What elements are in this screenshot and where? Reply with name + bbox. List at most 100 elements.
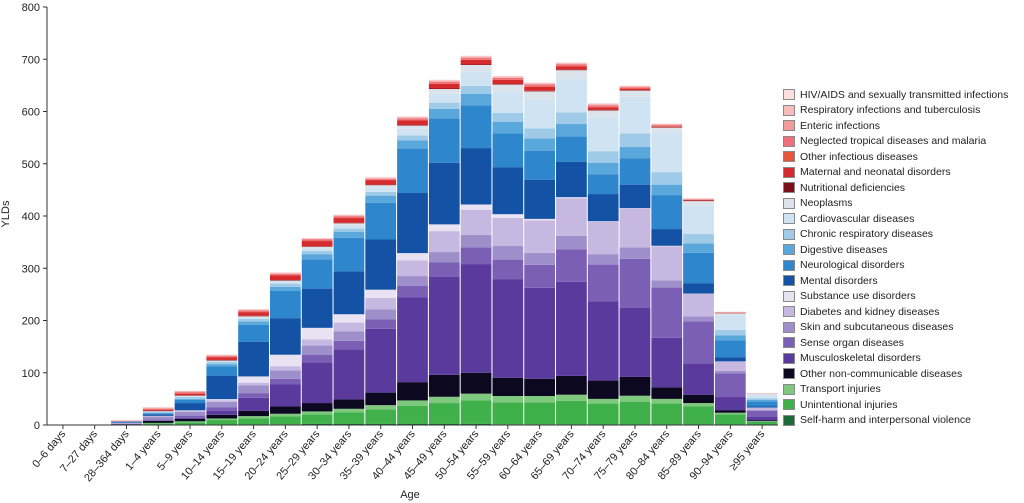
legend-item: Diabetes and kidney diseases [783, 304, 1023, 320]
legend-item: Other non-communicable diseases [783, 366, 1023, 382]
bar-segment [333, 218, 365, 223]
bar-segment [301, 240, 333, 242]
legend-swatch [783, 352, 795, 364]
bar-segment [651, 337, 683, 388]
bar-segment [269, 274, 301, 276]
bar-segment [301, 246, 333, 247]
bar-segment [524, 86, 556, 87]
bar-segment [428, 374, 460, 397]
bar-segment [174, 422, 206, 425]
bar-segment [238, 311, 269, 313]
bar-segment [333, 217, 365, 219]
bar-segment [174, 418, 206, 422]
bar-segment [428, 81, 460, 82]
bar-segment [651, 123, 683, 125]
bar-segment [269, 406, 301, 414]
bar-segment [269, 370, 301, 379]
bar-segment [619, 376, 651, 396]
bar-segment [333, 216, 365, 217]
legend-swatch [783, 383, 795, 395]
bar-segment [269, 281, 301, 284]
bar-segment [619, 87, 651, 89]
bar-segment [269, 273, 301, 274]
bar-segment [206, 400, 238, 402]
bar-segment [587, 151, 619, 163]
bar-segment [206, 401, 238, 408]
bar-segment [301, 241, 333, 247]
bar-segment [746, 407, 778, 410]
bar-segment [365, 178, 397, 179]
bar-segment [365, 177, 397, 179]
bar-segment [524, 287, 556, 379]
bar-segment [428, 403, 460, 424]
bar-segment [428, 102, 460, 109]
bar-segment [460, 209, 492, 235]
legend-swatch [783, 120, 795, 132]
legend-item: Digestive diseases [783, 242, 1023, 258]
bar-segment [587, 103, 619, 105]
bar-segment [397, 400, 428, 406]
bar-segment [428, 224, 460, 232]
bar-segment [587, 109, 619, 111]
bar-segment [206, 375, 238, 400]
bar-segment [174, 393, 206, 396]
bar-segment [524, 150, 556, 180]
bar-segment [524, 138, 556, 151]
bar-segment [651, 132, 683, 173]
bar-segment [301, 345, 333, 355]
bar-segment [460, 57, 492, 58]
legend-swatch [783, 275, 795, 287]
y-tick-label: 100 [22, 368, 40, 380]
bar-segment [142, 408, 174, 410]
legend-label: Transport injuries [800, 383, 881, 396]
bar-segment [206, 360, 238, 361]
bar-segment [460, 71, 492, 86]
bar-segment [746, 394, 778, 399]
bar-segment [683, 205, 714, 235]
bar-segment [397, 135, 428, 141]
bar-segment [683, 252, 714, 284]
bar-segment [556, 62, 587, 63]
bar-segment [651, 387, 683, 399]
bar-segment [460, 393, 492, 401]
bar-segment [333, 237, 365, 272]
bar-segment [174, 415, 206, 418]
bar-segment [174, 395, 206, 396]
legend-swatch [783, 104, 795, 116]
bar-segment [142, 411, 174, 413]
bar-segment [524, 128, 556, 139]
bar-segment [460, 264, 492, 373]
bar-segment [269, 286, 301, 291]
bar-segment [556, 400, 587, 425]
bar-segment [365, 202, 397, 240]
bar-segment [651, 195, 683, 230]
bar-segment [397, 260, 428, 277]
bar-segment [397, 297, 428, 383]
bar-segment [365, 187, 397, 192]
bar-segment [365, 185, 397, 188]
bar-segment [238, 318, 269, 322]
bar-segment [714, 397, 746, 411]
bar-segment [619, 90, 651, 97]
legend-item: Neurological disorders [783, 258, 1023, 274]
bar-segment [174, 391, 206, 392]
legend-item: Neglected tropical diseases and malaria [783, 134, 1023, 150]
bar-segment [651, 125, 683, 127]
legend-label: Other infectious diseases [800, 150, 918, 163]
bar-segment [365, 195, 397, 203]
bar-segment [333, 231, 365, 238]
bar-segment [301, 254, 333, 260]
bar-segment [714, 370, 746, 374]
bar-segment [746, 409, 778, 411]
bar-segment [619, 402, 651, 425]
bar-segment [397, 125, 428, 129]
bar-segment [142, 415, 174, 417]
bar-segment [397, 119, 428, 121]
legend-label: Other non-communicable diseases [800, 367, 963, 380]
bar-segment [333, 214, 365, 215]
bar-segment [619, 184, 651, 209]
bar-segment [651, 246, 683, 281]
bar-segment [524, 91, 556, 100]
bar-segment [683, 394, 714, 404]
